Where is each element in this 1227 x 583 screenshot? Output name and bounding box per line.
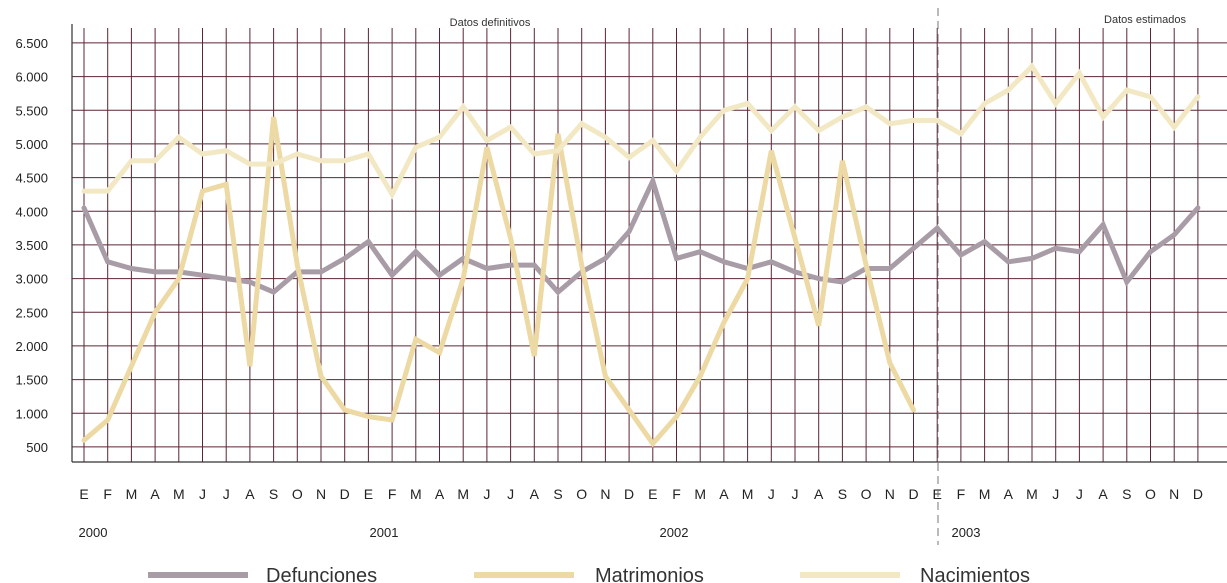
grid — [72, 28, 1227, 462]
x-tick-label: A — [435, 486, 445, 502]
x-tick-label: S — [269, 486, 278, 502]
legend-label-matrimonios: Matrimonios — [595, 565, 704, 583]
x-tick-label: E — [364, 486, 373, 502]
series-line-nacimientos — [81, 62, 1201, 200]
series-lines — [81, 62, 1201, 448]
x-tick-label: N — [1169, 486, 1179, 502]
y-tick-label: 4.000 — [15, 204, 48, 219]
x-tick-label: O — [576, 486, 587, 502]
year-label: 2003 — [952, 525, 981, 540]
y-tick-label: 5.000 — [15, 137, 48, 152]
annotation-datos-definitivos: Datos definitivos — [450, 17, 531, 29]
y-tick-label: 6.500 — [15, 36, 48, 51]
x-tick-label: J — [1076, 486, 1083, 502]
y-tick-label: 3.000 — [15, 272, 48, 287]
x-tick-label: F — [388, 486, 397, 502]
series-line-matrimonios — [81, 116, 916, 448]
x-tick-label: F — [103, 486, 112, 502]
legend-label-defunciones: Defunciones — [266, 565, 377, 583]
x-tick-label: F — [957, 486, 966, 502]
y-tick-label: 4.500 — [15, 171, 48, 186]
x-tick-label: J — [483, 486, 490, 502]
x-tick-label: J — [792, 486, 799, 502]
x-tick-label: J — [223, 486, 230, 502]
y-tick-label: 3.500 — [15, 238, 48, 253]
x-tick-label: O — [861, 486, 872, 502]
x-tick-label: N — [316, 486, 326, 502]
y-tick-label: 6.000 — [15, 70, 48, 85]
x-tick-label: A — [245, 486, 255, 502]
x-tick-label: E — [648, 486, 657, 502]
axes — [71, 24, 1227, 463]
x-tick-label: A — [1098, 486, 1108, 502]
series-line-defunciones — [81, 174, 1201, 296]
x-tick-label: E — [79, 486, 88, 502]
y-tick-label: 1.000 — [15, 406, 48, 421]
x-tick-label: J — [768, 486, 775, 502]
x-tick-label: A — [150, 486, 160, 502]
y-tick-label: 500 — [26, 440, 48, 455]
x-tick-label: S — [838, 486, 847, 502]
legend: Defunciones Matrimonios Nacimientos — [148, 565, 1030, 583]
x-tick-label: M — [742, 486, 754, 502]
annotation-datos-estimados: Datos estimados — [1104, 14, 1186, 26]
x-tick-label: M — [173, 486, 185, 502]
x-tick-label: O — [292, 486, 303, 502]
x-tick-label: A — [1004, 486, 1014, 502]
x-tick-label: M — [457, 486, 469, 502]
x-tick-label: M — [410, 486, 422, 502]
year-label: 2002 — [660, 525, 689, 540]
y-tick-label: 1.500 — [15, 373, 48, 388]
x-tick-label: O — [1145, 486, 1156, 502]
x-tick-label: J — [507, 486, 514, 502]
x-tick-label: N — [600, 486, 610, 502]
x-tick-label: N — [885, 486, 895, 502]
y-tick-label: 2.000 — [15, 339, 48, 354]
x-tick-label: D — [908, 486, 918, 502]
x-tick-label: D — [624, 486, 634, 502]
x-tick-label: A — [814, 486, 824, 502]
x-tick-label: F — [672, 486, 681, 502]
year-label: 2001 — [370, 525, 399, 540]
year-labels: 2000 2001 2002 2003 — [79, 525, 981, 540]
y-tick-label: 2.500 — [15, 305, 48, 320]
legend-label-nacimientos: Nacimientos — [920, 565, 1030, 583]
y-tick-label: 5.500 — [15, 103, 48, 118]
y-axis-ticks: 500 1.000 1.500 2.000 2.500 3.000 3.500 4.000 4.… — [15, 36, 48, 455]
x-tick-label: D — [340, 486, 350, 502]
x-tick-label: E — [933, 486, 942, 502]
x-tick-label: M — [694, 486, 706, 502]
x-tick-label: J — [1052, 486, 1059, 502]
x-tick-label: A — [719, 486, 729, 502]
x-tick-label: D — [1193, 486, 1203, 502]
x-tick-label: M — [1026, 486, 1038, 502]
x-tick-label: A — [530, 486, 540, 502]
x-tick-label: S — [553, 486, 562, 502]
year-label: 2000 — [79, 525, 108, 540]
x-tick-label: M — [126, 486, 138, 502]
x-tick-label: M — [979, 486, 991, 502]
x-tick-label: J — [199, 486, 206, 502]
x-tick-label: S — [1122, 486, 1131, 502]
